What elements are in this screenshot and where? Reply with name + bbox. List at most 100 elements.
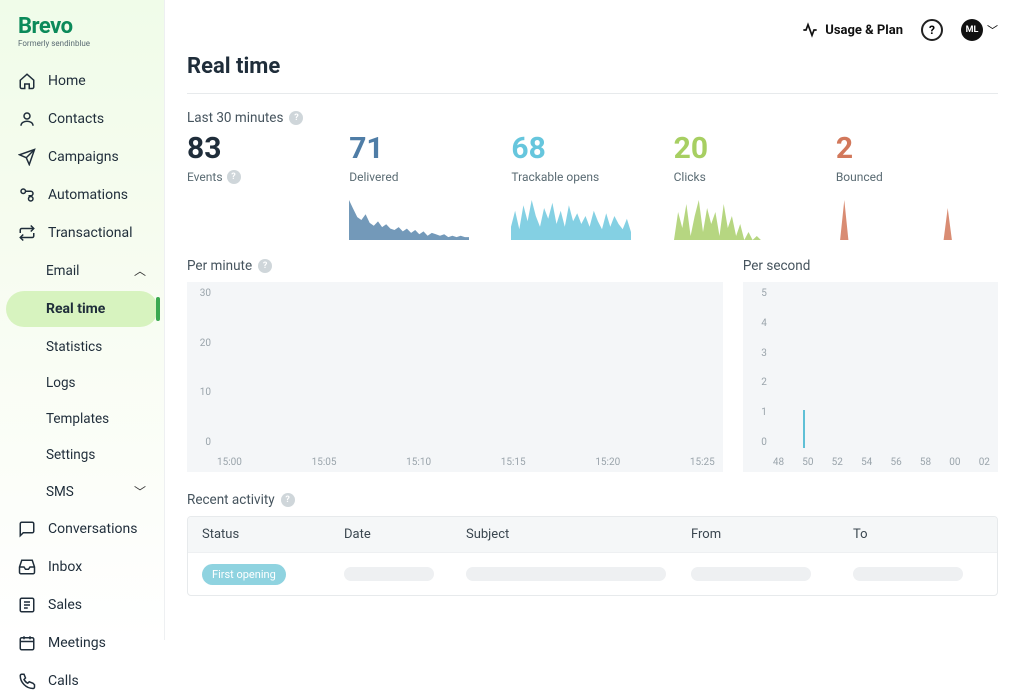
per-second-chart: Per second 543210 4850525456580002 (743, 258, 998, 472)
per-second-label: Per second (743, 258, 998, 274)
nav-label: Home (48, 73, 86, 89)
stat-label: Delivered (349, 170, 511, 184)
send-icon (18, 148, 36, 166)
contacts-icon (18, 110, 36, 128)
per-minute-chart: Per minute ? 3020100 15:0015:0515:1015:1… (187, 258, 723, 472)
nav-label: Conversations (48, 521, 137, 537)
chevron-down-icon: ﹀ (134, 483, 146, 500)
bar-plot (215, 288, 717, 448)
x-axis: 15:0015:0515:1015:1515:2015:25 (215, 457, 717, 468)
table-header: Status Date Subject From To (188, 517, 997, 552)
nav-campaigns[interactable]: Campaigns (0, 138, 164, 176)
stat-label: Events? (187, 170, 349, 184)
stat-label: Bounced (836, 170, 998, 184)
nav-sms[interactable]: SMS ﹀ (0, 473, 164, 510)
col-date: Date (344, 527, 454, 542)
stat-value: 2 (836, 134, 998, 164)
nav-label: Templates (46, 411, 109, 427)
skeleton (466, 567, 666, 581)
nav-inbox[interactable]: Inbox (0, 548, 164, 586)
stat-value: 68 (511, 134, 673, 164)
col-subject: Subject (466, 527, 679, 542)
table-row[interactable]: First opening (188, 552, 997, 595)
page-title: Real time (187, 54, 998, 94)
recent-activity: Recent activity ? Status Date Subject Fr… (187, 492, 998, 596)
nav-settings[interactable]: Settings (0, 437, 164, 473)
stat-label: Trackable opens (511, 170, 673, 184)
phone-icon (18, 672, 36, 690)
nav-label: Real time (46, 301, 105, 317)
sparkline (836, 194, 956, 240)
sparkline (674, 194, 794, 240)
nav-meetings[interactable]: Meetings (0, 624, 164, 662)
col-to: To (853, 527, 983, 542)
account-menu[interactable]: ML ﹀ (961, 19, 998, 41)
nav-label: Contacts (48, 111, 104, 127)
nav-statistics[interactable]: Statistics (0, 329, 164, 365)
per-minute-label: Per minute ? (187, 258, 723, 274)
nav-label: Sales (48, 597, 82, 613)
nav-label: Automations (48, 187, 128, 203)
recent-label: Recent activity ? (187, 492, 998, 508)
activity-icon (801, 21, 819, 39)
help-button[interactable]: ? (921, 19, 943, 41)
col-from: From (691, 527, 841, 542)
x-axis: 4850525456580002 (771, 457, 992, 468)
usage-label: Usage & Plan (825, 23, 903, 38)
nav-real-time[interactable]: Real time (6, 291, 158, 327)
help-icon[interactable]: ? (289, 111, 303, 125)
nav-templates[interactable]: Templates (0, 401, 164, 437)
status-badge: First opening (202, 564, 286, 585)
nav-logs[interactable]: Logs (0, 365, 164, 401)
charts-row: Per minute ? 3020100 15:0015:0515:1015:1… (187, 258, 998, 472)
skeleton (691, 567, 811, 581)
nav-label: Logs (46, 375, 76, 391)
nav-calls[interactable]: Calls (0, 662, 164, 700)
primary-nav: Home Contacts Campaigns Automations Tran… (0, 62, 164, 700)
nav-label: Campaigns (48, 149, 119, 165)
stat-delivered: 71 Delivered (349, 134, 511, 240)
sparkline (349, 194, 469, 240)
stat-events: 83Events? (187, 134, 349, 240)
home-icon (18, 72, 36, 90)
chevron-down-icon: ﹀ (987, 22, 998, 38)
sales-icon (18, 596, 36, 614)
sparkline (511, 194, 631, 240)
help-icon[interactable]: ? (227, 170, 241, 184)
nav-label: Meetings (48, 635, 106, 651)
nav-conversations[interactable]: Conversations (0, 510, 164, 548)
nav-label: Statistics (46, 339, 102, 355)
stat-label: Clicks (674, 170, 836, 184)
nav-sales[interactable]: Sales (0, 586, 164, 624)
nav-label: Calls (48, 673, 79, 689)
topbar: Usage & Plan ? ML ﹀ (187, 16, 998, 44)
nav-label: Settings (46, 447, 95, 463)
col-status: Status (202, 527, 332, 542)
brand-logo[interactable]: Brevo Formerly sendinblue (0, 14, 164, 62)
nav-automations[interactable]: Automations (0, 176, 164, 214)
stat-value: 71 (349, 134, 511, 164)
y-axis: 3020100 (187, 282, 215, 472)
automation-icon (18, 186, 36, 204)
stats-row: 83Events?71 Delivered68 Trackable opens20 C… (187, 134, 998, 240)
chat-icon (18, 520, 36, 538)
help-icon[interactable]: ? (281, 493, 295, 507)
usage-plan-link[interactable]: Usage & Plan (801, 21, 903, 39)
calendar-icon (18, 634, 36, 652)
skeleton (344, 567, 434, 581)
sidebar: Brevo Formerly sendinblue Home Contacts … (0, 0, 165, 640)
nav-contacts[interactable]: Contacts (0, 100, 164, 138)
nav-email[interactable]: Email ︿ (0, 252, 164, 289)
nav-label: Inbox (48, 559, 82, 575)
help-icon[interactable]: ? (258, 259, 272, 273)
skeleton (853, 567, 963, 581)
stat-clicks: 20 Clicks (674, 134, 836, 240)
brand-name: Brevo (18, 14, 146, 39)
nav-transactional[interactable]: Transactional (0, 214, 164, 252)
nav-home[interactable]: Home (0, 62, 164, 100)
avatar: ML (961, 19, 983, 41)
data-line (803, 410, 805, 448)
stat-value: 20 (674, 134, 836, 164)
y-axis: 543210 (743, 282, 771, 472)
brand-subtitle: Formerly sendinblue (18, 39, 146, 48)
